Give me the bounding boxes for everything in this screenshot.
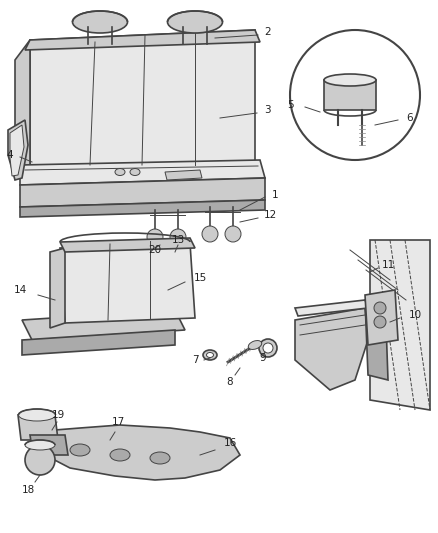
Text: 13: 13 [171, 235, 185, 245]
Text: 12: 12 [263, 210, 277, 220]
Text: 15: 15 [193, 273, 207, 283]
Polygon shape [18, 415, 58, 440]
Ellipse shape [203, 350, 217, 360]
Polygon shape [50, 248, 65, 328]
Text: 2: 2 [265, 27, 271, 37]
Text: 1: 1 [272, 190, 278, 200]
Ellipse shape [248, 341, 262, 350]
Polygon shape [15, 40, 30, 175]
Polygon shape [295, 300, 368, 316]
Ellipse shape [73, 11, 127, 33]
Text: 6: 6 [407, 113, 413, 123]
Text: 8: 8 [227, 377, 233, 387]
Circle shape [290, 30, 420, 160]
Polygon shape [8, 120, 28, 180]
Ellipse shape [110, 449, 130, 461]
Circle shape [25, 445, 55, 475]
Ellipse shape [206, 352, 213, 358]
Polygon shape [324, 80, 376, 110]
Text: 3: 3 [264, 105, 270, 115]
Ellipse shape [70, 444, 90, 456]
Text: 4: 4 [7, 150, 13, 160]
Text: 20: 20 [148, 245, 162, 255]
Polygon shape [365, 295, 388, 380]
Ellipse shape [130, 168, 140, 175]
Ellipse shape [167, 11, 223, 33]
Text: 14: 14 [14, 285, 27, 295]
Text: 16: 16 [223, 438, 237, 448]
Circle shape [225, 226, 241, 242]
Circle shape [170, 229, 186, 245]
Ellipse shape [18, 409, 56, 421]
Text: 11: 11 [381, 260, 395, 270]
Text: 9: 9 [260, 353, 266, 363]
Circle shape [374, 302, 386, 314]
Polygon shape [165, 170, 202, 180]
Text: 7: 7 [192, 355, 198, 365]
Polygon shape [30, 425, 240, 480]
Polygon shape [60, 243, 195, 323]
Circle shape [374, 316, 386, 328]
Text: 17: 17 [111, 417, 125, 427]
Text: 18: 18 [21, 485, 35, 495]
Polygon shape [60, 238, 195, 252]
Circle shape [147, 229, 163, 245]
Polygon shape [370, 240, 430, 410]
Ellipse shape [115, 168, 125, 175]
Circle shape [259, 339, 277, 357]
Polygon shape [20, 200, 265, 217]
Text: 19: 19 [51, 410, 65, 420]
Ellipse shape [25, 440, 55, 450]
Text: 10: 10 [409, 310, 421, 320]
Polygon shape [22, 330, 175, 355]
Polygon shape [22, 310, 185, 340]
Polygon shape [20, 178, 265, 207]
Polygon shape [365, 290, 398, 345]
Text: 5: 5 [287, 100, 293, 110]
Polygon shape [30, 30, 255, 165]
Polygon shape [20, 160, 265, 185]
Ellipse shape [150, 452, 170, 464]
Ellipse shape [324, 74, 376, 86]
Polygon shape [30, 435, 68, 455]
Polygon shape [25, 30, 260, 50]
Polygon shape [10, 125, 24, 176]
Polygon shape [295, 308, 368, 390]
Circle shape [263, 343, 273, 353]
Circle shape [202, 226, 218, 242]
